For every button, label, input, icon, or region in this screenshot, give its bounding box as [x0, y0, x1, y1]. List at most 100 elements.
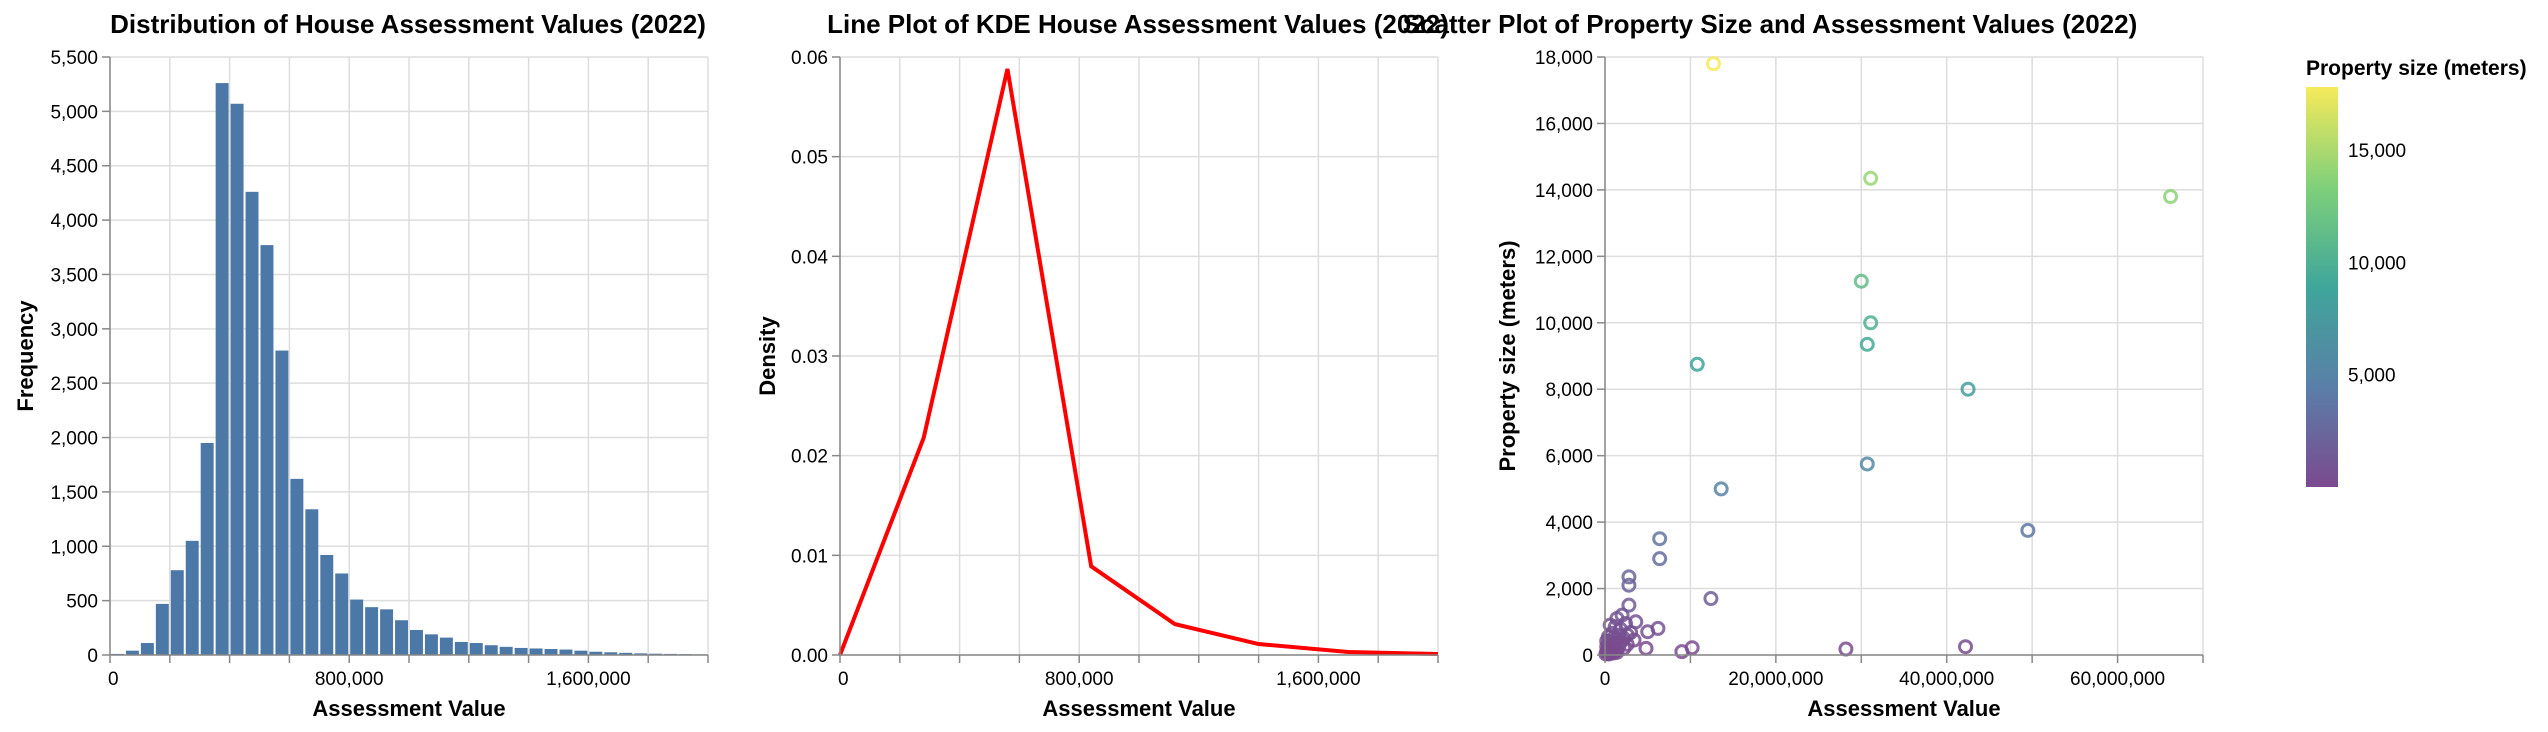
- histogram-bar: [215, 83, 229, 655]
- x-tick-label: 800,000: [1045, 669, 1114, 690]
- scatter-point: [1598, 646, 1614, 662]
- histogram-bar: [439, 637, 453, 655]
- x-tick-label: 0: [108, 669, 119, 690]
- scatter-point: [1621, 569, 1637, 585]
- scatter-point: [1713, 481, 1729, 497]
- chart-panel-1: 0 500 1,000 1,500 2,000 2,500 3,000 3,500 4,000 4…: [13, 9, 709, 721]
- histogram-bar: [574, 650, 588, 655]
- histogram-bar: [619, 652, 633, 655]
- kde-line-series: [838, 68, 1439, 657]
- y-tick-label: 4,000: [1545, 513, 1593, 534]
- legend-color-bar: [2306, 87, 2338, 487]
- y-tick-label: 18,000: [1535, 48, 1593, 69]
- scatter-point: [1853, 273, 1869, 289]
- chart-panel-3: 0 2,000 4,000 6,000 8,000 10,000 12,000 14,000 1…: [1403, 9, 2204, 721]
- histogram-bar: [140, 643, 154, 655]
- scatter-point: [1652, 531, 1668, 547]
- y-tick-label: 0.02: [791, 447, 828, 468]
- y-tick-label: 14,000: [1535, 181, 1593, 202]
- scatter-points: [1598, 56, 2179, 662]
- histogram-bar: [230, 103, 244, 655]
- y-axis-title: Density: [755, 316, 780, 396]
- histogram-bar: [260, 245, 274, 655]
- y-tick-label: 0: [1582, 646, 1593, 667]
- y-tick-label: 0.00: [791, 646, 828, 667]
- grid-lines: [109, 56, 709, 656]
- histogram-bar: [305, 509, 319, 655]
- chart-title: Distribution of House Assessment Values …: [110, 9, 706, 39]
- y-tick-label: 12,000: [1535, 247, 1593, 268]
- scatter-point: [1689, 356, 1705, 372]
- scatter-point: [1640, 624, 1656, 640]
- y-tick-label: 0.06: [791, 48, 828, 69]
- chart-panel-2: 0.00 0.01 0.02 0.03 0.04 0.05 0.06 0 800,000 1,60…: [755, 9, 1449, 721]
- y-tick-label: 0.05: [791, 148, 828, 169]
- scatter-point: [2163, 189, 2179, 205]
- histogram-bar: [514, 647, 528, 655]
- y-tick-label: 5,500: [50, 48, 98, 69]
- x-tick-label: 20,000,000: [1728, 669, 1823, 690]
- scatter-point: [1859, 456, 1875, 472]
- y-tick-label: 0.01: [791, 546, 828, 567]
- y-tick-label: 2,000: [50, 429, 98, 450]
- scatter-point: [1838, 641, 1854, 657]
- scatter-point: [1621, 577, 1637, 593]
- x-tick-label: 0: [838, 669, 849, 690]
- chart-title: Line Plot of KDE House Assessment Values…: [827, 9, 1449, 39]
- scatter-point: [1621, 597, 1637, 613]
- histogram-bar: [170, 570, 184, 655]
- histogram-bar: [499, 646, 513, 655]
- y-tick-label: 0.03: [791, 347, 828, 368]
- grid-lines: [839, 56, 1439, 656]
- histogram-bar: [275, 350, 289, 655]
- y-tick-label: 3,500: [50, 265, 98, 286]
- scatter-point: [1705, 56, 1721, 72]
- legend-tick-label: 5,000: [2348, 366, 2396, 387]
- histogram-bar: [484, 645, 498, 655]
- scatter-point: [1674, 644, 1690, 660]
- y-tick-label: 3,000: [50, 320, 98, 341]
- histogram-bar: [395, 620, 408, 655]
- x-axis-title: Assessment Value: [1807, 696, 2000, 721]
- histogram-bar: [544, 649, 558, 655]
- y-tick-label: 4,000: [50, 211, 98, 232]
- grid-lines: [1604, 56, 2204, 656]
- histogram-bar: [424, 634, 438, 655]
- y-tick-label: 2,500: [50, 374, 98, 395]
- histogram-bar: [155, 603, 169, 655]
- legend-tick-label: 10,000: [2348, 253, 2406, 274]
- histogram-bar: [454, 641, 468, 655]
- histogram-bar: [410, 629, 423, 655]
- histogram-bar: [589, 651, 603, 655]
- histogram-bar: [290, 478, 304, 655]
- x-tick-label: 800,000: [315, 669, 384, 690]
- y-tick-label: 500: [66, 592, 98, 613]
- y-tick-label: 0: [87, 646, 98, 667]
- scatter-point: [2020, 522, 2036, 538]
- y-axis-title: Property size (meters): [1495, 240, 1520, 471]
- histogram-bar: [125, 650, 139, 655]
- y-axis-title: Frequency: [13, 300, 38, 412]
- histogram-bar: [185, 540, 199, 655]
- x-tick-label: 0: [1600, 669, 1611, 690]
- histogram-bar: [320, 554, 334, 655]
- x-tick-label: 1,600,000: [546, 669, 631, 690]
- scatter-point: [1638, 640, 1654, 656]
- y-tick-label: 5,000: [50, 102, 98, 123]
- histogram-bar: [529, 648, 543, 655]
- histogram-bar: [365, 607, 379, 655]
- x-tick-label: 40,000,000: [1899, 669, 1994, 690]
- legend-tick-label: 15,000: [2348, 141, 2406, 162]
- y-tick-label: 4,500: [50, 157, 98, 178]
- histogram-bar: [350, 599, 364, 655]
- histogram-bar: [604, 652, 618, 655]
- histogram-bar: [335, 573, 349, 655]
- y-tick-label: 0.04: [791, 247, 828, 268]
- y-tick-label: 10,000: [1535, 314, 1593, 335]
- x-tick-label: 1,600,000: [1276, 669, 1361, 690]
- x-axis-title: Assessment Value: [1042, 696, 1235, 721]
- scatter-point: [1652, 551, 1668, 567]
- color-legend: Property size (meters) 5,000 10,000 15,000: [2306, 57, 2527, 487]
- histogram-bar: [380, 609, 394, 655]
